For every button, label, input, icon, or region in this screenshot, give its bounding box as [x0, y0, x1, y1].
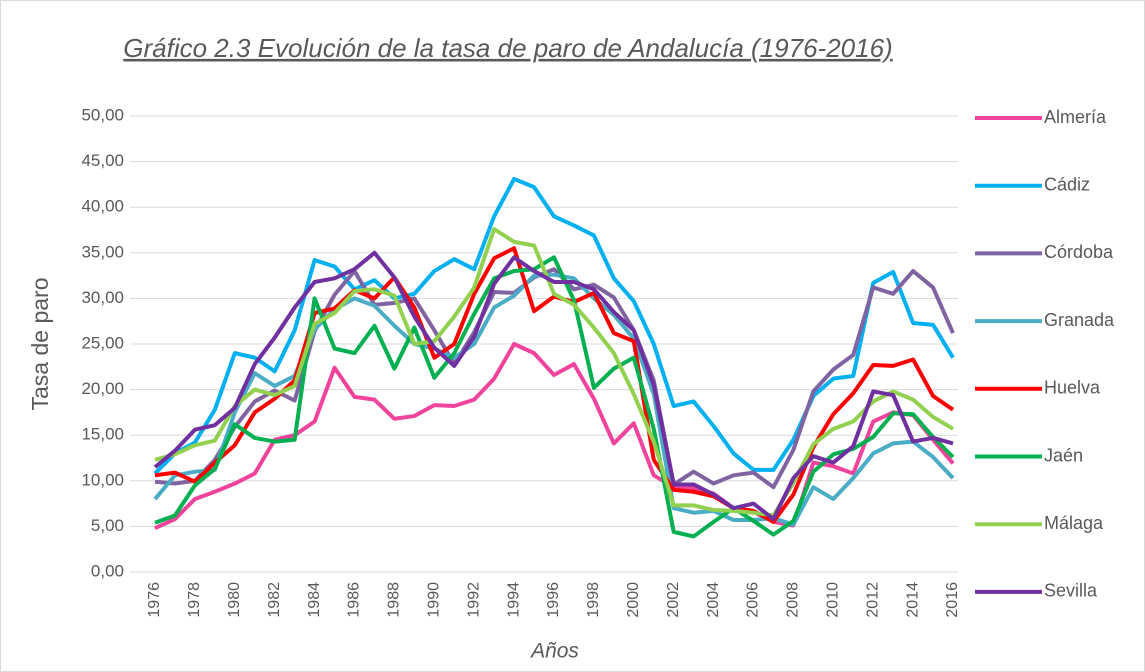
y-tick-label: 35,00 — [81, 242, 124, 261]
x-tick-label: 1992 — [465, 582, 482, 618]
y-tick-label: 40,00 — [81, 197, 124, 216]
series-line — [154, 246, 955, 524]
legend-label: Huelva — [1044, 378, 1101, 398]
y-tick-label: 25,00 — [81, 333, 124, 352]
legend-label: Córdoba — [1044, 242, 1114, 262]
x-tick-label: 2008 — [785, 582, 802, 618]
x-tick-label: 2006 — [745, 582, 762, 618]
chart-title: Gráfico 2.3 Evolución de la tasa de paro… — [123, 33, 892, 63]
y-tick-label: 30,00 — [81, 288, 124, 307]
legend-label: Cádiz — [1044, 174, 1090, 194]
x-tick-label: 2014 — [904, 582, 921, 618]
y-tick-label: 50,00 — [81, 105, 124, 124]
x-tick-label: 2010 — [825, 582, 842, 618]
legend-label: Sevilla — [1044, 581, 1098, 601]
x-tick-label: 1976 — [146, 582, 163, 618]
y-tick-label: 5,00 — [91, 516, 124, 535]
x-tick-label: 1994 — [505, 582, 522, 618]
legend-label: Málaga — [1044, 513, 1104, 533]
series-line — [153, 272, 955, 527]
series-line — [153, 176, 955, 475]
x-tick-label: 2016 — [944, 582, 961, 618]
y-tick-label: 15,00 — [81, 425, 124, 444]
x-tick-label: 1978 — [186, 582, 203, 618]
x-tick-label: 2002 — [665, 582, 682, 618]
series-line — [154, 267, 955, 490]
y-tick-label: 0,00 — [91, 561, 124, 580]
y-tick-label: 45,00 — [81, 151, 124, 170]
legend-label: Almería — [1044, 107, 1107, 127]
series-line — [154, 227, 955, 518]
x-tick-label: 1996 — [545, 582, 562, 618]
series-line — [154, 255, 955, 539]
x-tick-label: 1990 — [426, 582, 443, 618]
legend-label: Granada — [1044, 310, 1115, 330]
x-tick-label: 1984 — [306, 582, 323, 618]
x-tick-label: 1986 — [346, 582, 363, 618]
x-tick-label: 2004 — [705, 582, 722, 618]
series-line — [153, 250, 954, 522]
x-axis-title: Años — [529, 640, 579, 663]
x-tick-label: 1982 — [266, 582, 283, 618]
x-tick-label: 2000 — [625, 582, 642, 618]
y-axis-title: Tasa de paro — [27, 278, 53, 411]
x-tick-label: 2012 — [864, 582, 881, 618]
x-tick-label: 1998 — [585, 582, 602, 618]
x-tick-label: 1988 — [386, 582, 403, 618]
x-tick-label: 1980 — [226, 582, 243, 618]
y-tick-label: 10,00 — [81, 470, 124, 489]
y-tick-label: 20,00 — [81, 379, 124, 398]
legend-label: Jaén — [1044, 445, 1083, 465]
